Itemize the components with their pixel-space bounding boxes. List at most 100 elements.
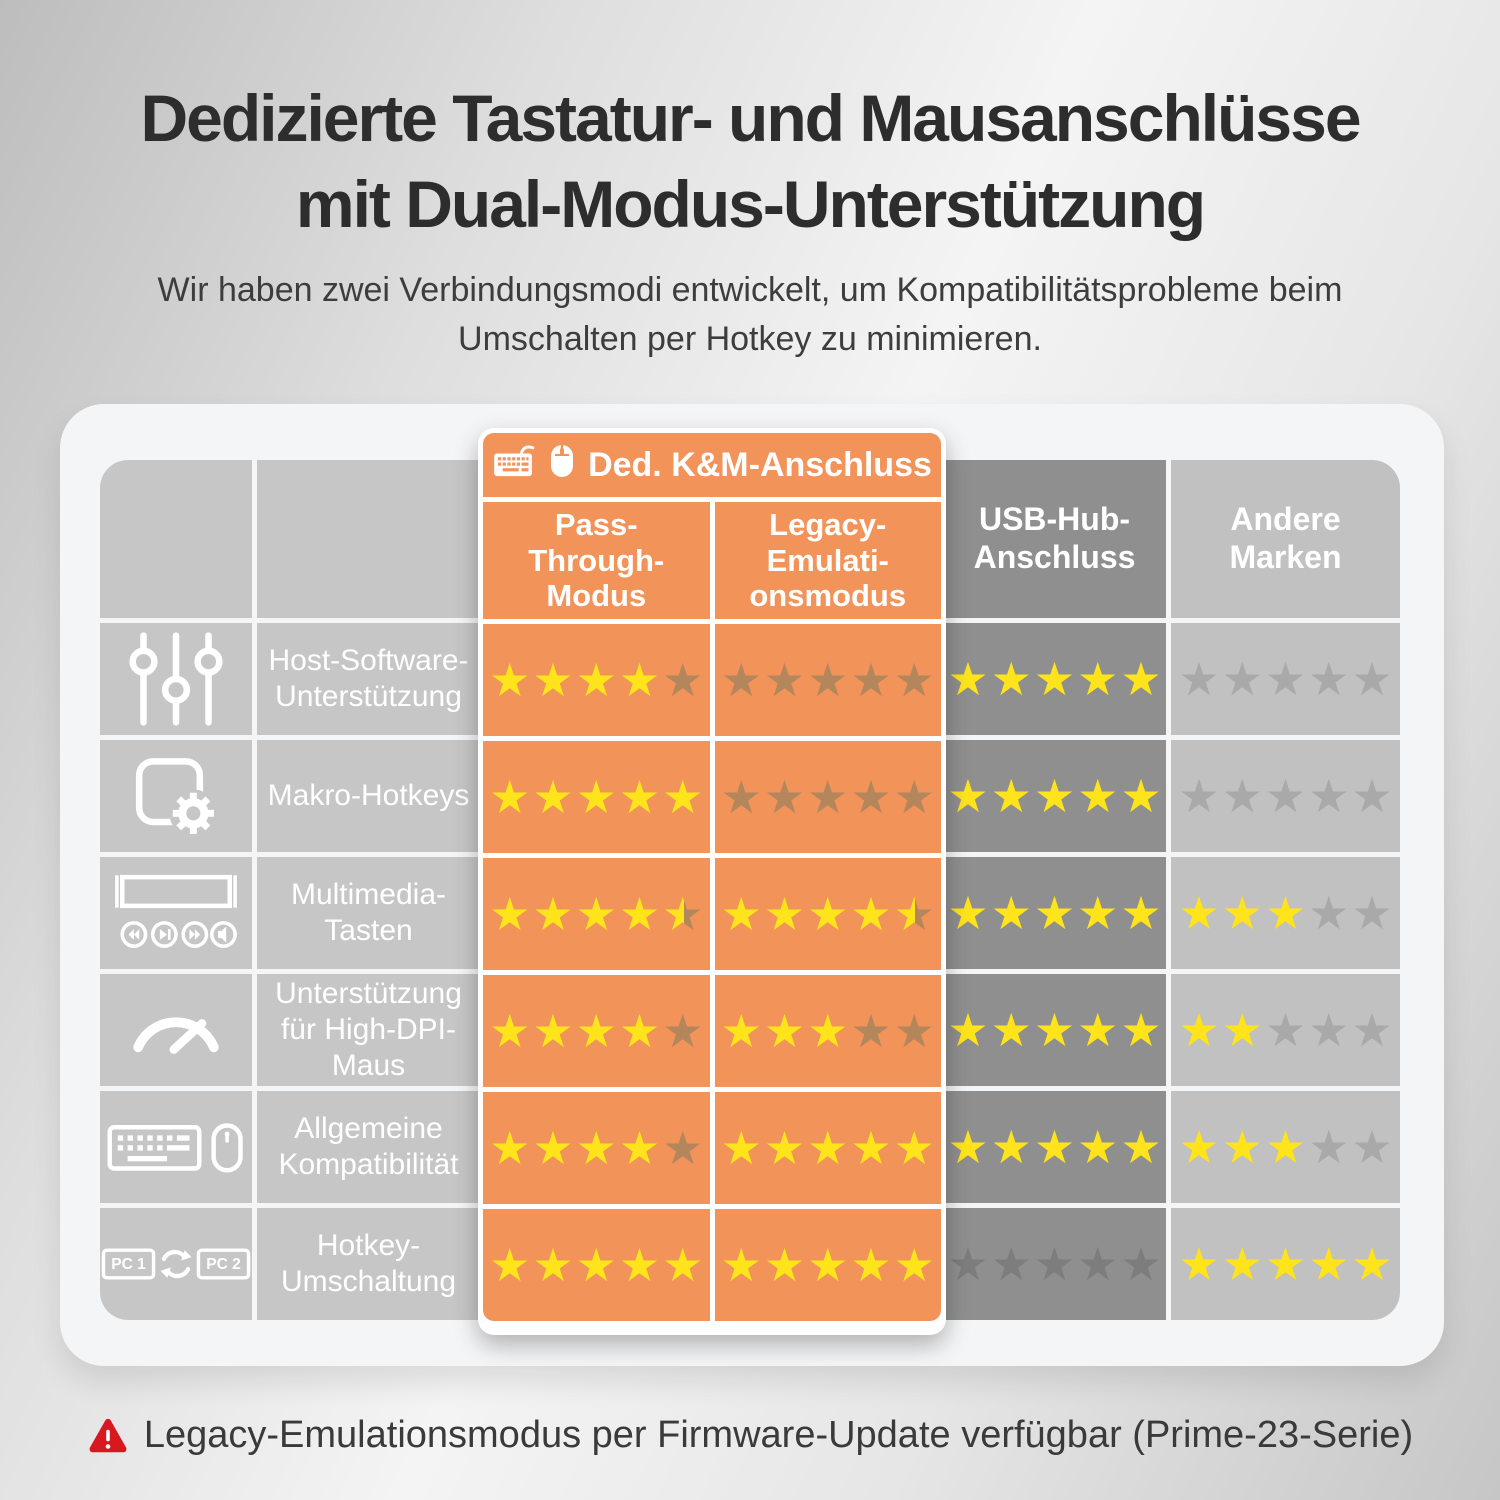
star-icon: ★ ★: [618, 887, 661, 941]
star-icon: ★: [1264, 1003, 1307, 1057]
star-icon: ★: [1308, 652, 1350, 706]
star-icon: ★ ★: [1351, 1237, 1393, 1291]
page-title-line1: Dedizierte Tastatur- und Mausanschlüsse: [140, 81, 1361, 155]
star-icon: ★ ★: [1178, 886, 1220, 940]
row-label: Multimedia-Tasten: [257, 857, 480, 969]
star-icon: ★: [850, 1004, 892, 1058]
star-icon: ★: [720, 653, 762, 707]
star-icon: ★ ★: [618, 1121, 661, 1175]
svg-text:PC 2: PC 2: [206, 1256, 241, 1273]
star-icon: ★: [1308, 1003, 1350, 1057]
star-icon: ★ ★: [720, 1004, 762, 1058]
star-icon: ★: [1351, 769, 1393, 823]
rating-cell: ★ ★ ★ ★ ★: [943, 1208, 1166, 1320]
star-icon: ★ ★: [1221, 1003, 1263, 1057]
star-icon: ★ ★: [990, 886, 1032, 940]
rating-cell: ★ ★ ★ ★ ★ ★ ★ ★ ★ ★: [714, 858, 941, 970]
star-icon: ★ ★: [807, 1004, 849, 1058]
star-icon: ★: [1351, 652, 1393, 706]
rating-cell: ★ ★ ★ ★ ★ ★ ★ ★ ★ ★: [714, 1209, 941, 1321]
star-icon: ★ ★: [763, 1121, 806, 1175]
star-icon: ★ ★: [1120, 1003, 1162, 1057]
star-icon: ★ ★: [489, 1121, 531, 1175]
star-icon: ★: [1077, 1237, 1119, 1291]
star-icon: ★ ★: [1120, 886, 1162, 940]
star-icon: ★ ★: [1178, 1237, 1220, 1291]
star-icon: ★ ★: [575, 1238, 617, 1292]
star-icon: ★ ★: [763, 1004, 806, 1058]
star-icon: ★ ★: [990, 652, 1032, 706]
star-icon: ★ ★: [1221, 1237, 1263, 1291]
star-icon: ★: [763, 770, 806, 824]
star-icon: ★ ★: [850, 1121, 892, 1175]
star-icon: ★ ★: [807, 1121, 849, 1175]
column-header-usb: USB-Hub-Anschluss: [943, 460, 1166, 618]
rating-cell: ★ ★ ★ ★ ★ ★ ★ ★ ★ ★: [943, 974, 1166, 1086]
star-icon: ★: [1033, 1237, 1076, 1291]
row-label: Unterstützung für High-DPI-Maus: [257, 974, 480, 1086]
star-icon: ★ ★: [1077, 886, 1119, 940]
star-icon: ★ ★: [1077, 769, 1119, 823]
star-icon: ★ ★: [662, 770, 704, 824]
rating-cell: ★ ★ ★ ★ ★ ★ ★: [1171, 974, 1400, 1086]
page-subtitle: Wir haben zwei Verbindungsmodi entwickel…: [157, 271, 1343, 359]
star-icon: ★: [850, 653, 892, 707]
star-icon: ★: [720, 770, 762, 824]
rating-cell: ★ ★ ★ ★ ★ ★ ★ ★ ★: [483, 975, 710, 1087]
km-panel: Ded. K&M-Anschluss Pass-Through-Modus Le…: [478, 428, 946, 1335]
mouse-icon: [549, 443, 575, 488]
star-icon: ★ ★: [575, 1121, 617, 1175]
page-title: Dedizierte Tastatur- und Mausanschlüsse …: [0, 76, 1500, 248]
km-group-header-label: Ded. K&M-Anschluss: [588, 445, 932, 484]
star-icon: ★ ★: [532, 1121, 574, 1175]
star-icon: ★: [947, 1237, 989, 1291]
star-icon: ★ ★: [489, 887, 531, 941]
star-icon: ★: [1351, 1003, 1393, 1057]
star-icon: ★: [662, 653, 704, 707]
star-icon: ★ ★: [532, 1004, 574, 1058]
star-icon: ★ ★: [618, 1004, 661, 1058]
star-icon: ★ ★: [1033, 652, 1076, 706]
km-group-header: Ded. K&M-Anschluss: [483, 433, 941, 497]
star-icon: ★ ★: [532, 770, 574, 824]
star-icon: ★: [850, 770, 892, 824]
rating-cell: ★ ★ ★ ★ ★ ★ ★ ★ ★ ★: [943, 740, 1166, 852]
star-icon: ★ ★: [532, 1238, 574, 1292]
rating-cell: ★ ★ ★ ★ ★: [714, 741, 941, 853]
star-icon: ★ ★: [575, 653, 617, 707]
star-icon: ★: [1178, 769, 1220, 823]
star-icon: ★: [1308, 769, 1350, 823]
star-icon: ★ ★: [1178, 1003, 1220, 1057]
star-icon: ★ ★: [893, 1238, 935, 1292]
star-icon: ★ ★: [947, 1003, 989, 1057]
star-icon: ★ ★: [763, 887, 806, 941]
star-icon: ★ ★: [575, 770, 617, 824]
star-icon: ★ ★: [489, 1238, 531, 1292]
star-icon: ★ ★: [990, 1003, 1032, 1057]
star-icon: ★ ★: [720, 1238, 762, 1292]
star-icon: ★ ★: [807, 1238, 849, 1292]
keyboard-icon: [492, 444, 536, 487]
star-icon: ★: [662, 1121, 704, 1175]
star-icon: ★ ★: [489, 653, 531, 707]
header-spacer-icons: [100, 460, 252, 618]
row-label: Makro-Hotkeys: [257, 740, 480, 852]
rating-cell: ★ ★ ★ ★ ★: [714, 624, 941, 736]
star-icon: ★ ★: [807, 887, 849, 941]
gauge-icon: [100, 974, 252, 1086]
star-icon: ★: [1221, 769, 1263, 823]
star-icon: ★ ★: [532, 653, 574, 707]
star-icon: ★ ★: [618, 770, 661, 824]
rating-cell: ★ ★ ★ ★ ★: [1171, 740, 1400, 852]
multimedia-keys-icon: [100, 857, 252, 969]
row-label: Hotkey-Umschaltung: [257, 1208, 480, 1320]
star-icon: ★: [1264, 769, 1307, 823]
star-icon: ★ ★: [1120, 769, 1162, 823]
star-icon: ★: [1264, 652, 1307, 706]
star-icon: ★ ★: [489, 1004, 531, 1058]
star-icon: ★ ★: [1264, 886, 1307, 940]
star-icon: ★ ★: [1221, 1120, 1263, 1174]
star-icon: ★ ★: [893, 887, 935, 941]
star-icon: ★ ★: [947, 1120, 989, 1174]
